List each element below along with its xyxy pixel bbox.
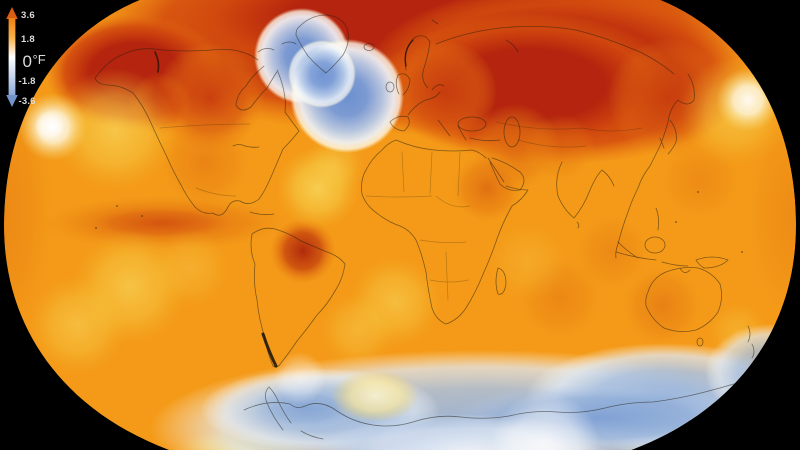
legend-tick-neg-3-6: -3.6 xyxy=(19,96,36,107)
coastline-japan xyxy=(667,119,677,155)
legend-tick-pos-1-8: 1.8 xyxy=(21,34,35,45)
coastline-greenland xyxy=(295,14,349,74)
coastline-europe xyxy=(389,35,501,142)
coastline-australia xyxy=(645,267,722,332)
coastline-arctic-islands xyxy=(257,19,439,53)
coastline-africa xyxy=(361,139,529,325)
coastline-caribbean xyxy=(232,144,275,216)
coastline-tasmania xyxy=(696,337,704,347)
legend-bottom-arrow xyxy=(6,95,18,107)
coastline-asia xyxy=(435,26,695,259)
coastline-black-sea xyxy=(457,116,487,132)
alaska-range-accent xyxy=(154,51,160,73)
anomaly-australia-warm xyxy=(618,262,706,350)
legend-tick-neg-1-8: -1.8 xyxy=(19,76,36,87)
coastline-iceland xyxy=(363,43,375,51)
coastline-sri-lanka xyxy=(576,221,580,229)
coastline-borneo xyxy=(644,236,666,254)
coastlines xyxy=(94,14,755,440)
coastline-arabia xyxy=(489,157,525,191)
legend-top-arrow xyxy=(6,7,18,19)
color-scale-legend: 3.6 1.8 0 °F -1.8 -3.6 xyxy=(6,7,46,107)
coastline-new-guinea xyxy=(695,256,729,269)
cool-anomaly-layer xyxy=(150,8,796,450)
coastline-caspian-sea xyxy=(503,116,521,148)
legend-color-bar xyxy=(8,18,16,96)
coastline-indonesia xyxy=(615,241,689,267)
coastline-philippines xyxy=(655,207,660,231)
coastline-madagascar xyxy=(495,267,507,295)
legend-tick-zero: 0 xyxy=(23,52,32,71)
neutral-anomaly-layer xyxy=(19,57,790,450)
norway-coast-accent xyxy=(404,39,414,67)
terrain-accents xyxy=(154,39,414,368)
island-dots xyxy=(95,191,743,253)
legend-unit-label: °F xyxy=(33,52,46,67)
coastline-new-zealand xyxy=(747,325,755,359)
anomaly-east-africa-warm xyxy=(449,150,525,226)
coastline-ireland xyxy=(385,81,395,93)
coastline-south-america xyxy=(250,227,346,368)
country-borders xyxy=(159,121,643,301)
coastline-antarctica xyxy=(243,378,751,440)
coastline-north-america xyxy=(94,48,300,216)
andes-patagonia-accent xyxy=(261,332,278,368)
legend-tick-pos-3-6: 3.6 xyxy=(21,10,35,21)
